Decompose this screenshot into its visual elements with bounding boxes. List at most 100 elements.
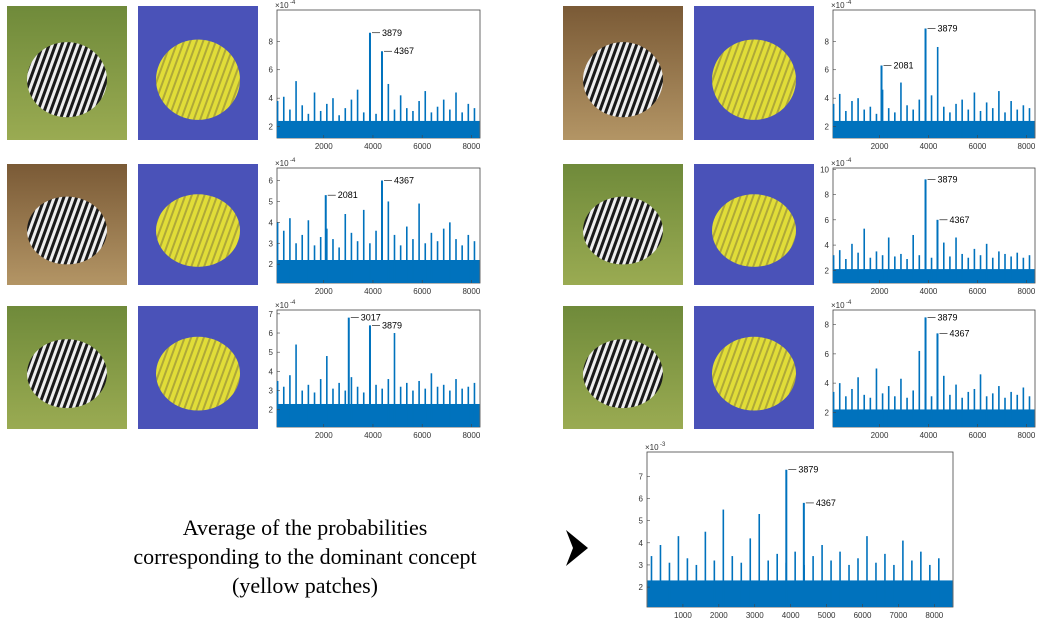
x-tick-label: 6000 [969,142,987,151]
annotation-label: 4367 [394,46,414,56]
y-exponent: ×10 [275,1,289,10]
x-tick-label: 8000 [1018,142,1036,151]
y-tick-label: 2 [269,260,274,269]
zebra [583,196,663,265]
y-exponent: ×10 [275,301,289,310]
noise-floor [277,260,480,283]
y-tick-label: 5 [639,517,644,526]
annotation-label: 2081 [338,190,358,200]
y-exponent-power: -3 [660,442,666,448]
y-tick-label: 4 [825,241,830,250]
y-tick-label: 4 [269,367,274,376]
annotation-label: 4367 [949,215,969,225]
y-tick-label: 6 [639,495,644,504]
y-tick-label: 7 [269,310,274,319]
heatmap-patch [156,39,240,120]
x-tick-label: 5000 [818,611,836,620]
x-tick-label: 4000 [364,142,382,151]
x-tick-label: 8000 [462,431,480,440]
x-tick-label: 7000 [890,611,908,620]
annotation-label: 4367 [949,328,969,338]
y-tick-label: 2 [269,406,274,415]
x-tick-label: 6000 [413,287,431,296]
x-tick-label: 6000 [413,431,431,440]
plot-area [832,9,1036,139]
noise-floor [277,120,480,138]
y-tick-label: 4 [639,539,644,548]
annotation-label: 3879 [798,465,818,475]
annotation-label: 3879 [938,23,958,33]
y-tick-label: 2 [825,123,830,132]
y-exponent: ×10 [831,1,845,10]
heatmap-patch [712,39,796,120]
x-tick-label: 2000 [871,287,889,296]
y-exponent: ×10 [831,301,845,310]
noise-floor [277,403,480,427]
y-tick-label: 6 [269,66,274,75]
noise-floor [833,269,1035,283]
x-tick-label: 8000 [462,287,480,296]
zebra [27,42,107,118]
y-tick-label: 8 [825,37,830,46]
y-tick-label: 3 [269,239,274,248]
y-tick-label: 8 [825,191,830,200]
zebra [27,339,107,409]
y-tick-label: 2 [825,266,830,275]
x-tick-label: 1000 [674,611,692,620]
annotation-label: 3879 [382,320,402,330]
y-exponent-power: -4 [846,158,852,164]
plot-area [832,309,1036,428]
heatmap-patch [712,194,796,267]
y-tick-label: 3 [639,561,644,570]
arrow [566,530,588,566]
annotation-label: 3879 [382,28,402,38]
y-tick-label: 2 [269,123,274,132]
y-tick-label: 10 [820,165,829,174]
y-tick-label: 4 [269,94,274,103]
plot-area [276,9,481,139]
y-tick-label: 7 [639,472,644,481]
y-tick-label: 6 [269,177,274,186]
x-tick-label: 3000 [746,611,764,620]
y-tick-label: 8 [825,321,830,330]
y-tick-label: 4 [825,379,830,388]
annotation-label: 3879 [938,312,958,322]
x-tick-label: 2000 [315,431,333,440]
x-tick-label: 6000 [854,611,872,620]
y-exponent-power: -4 [846,300,852,306]
x-tick-label: 4000 [920,142,938,151]
y-tick-label: 6 [825,216,830,225]
y-tick-label: 2 [639,583,644,592]
caption-line: Average of the probabilities [183,515,428,540]
x-tick-label: 8000 [925,611,943,620]
y-exponent-power: -4 [290,158,296,164]
y-exponent: ×10 [831,159,845,168]
y-tick-label: 4 [825,94,830,103]
x-tick-label: 6000 [413,142,431,151]
y-tick-label: 4 [269,218,274,227]
y-exponent: ×10 [645,443,659,452]
annotation-label: 4367 [394,176,414,186]
x-tick-label: 4000 [920,287,938,296]
y-tick-label: 6 [825,66,830,75]
x-tick-label: 4000 [782,611,800,620]
plot-area [832,167,1036,284]
annotation-label: 2081 [894,60,914,70]
y-exponent: ×10 [275,159,289,168]
x-tick-label: 8000 [1018,287,1036,296]
noise-floor [647,580,953,607]
x-tick-label: 4000 [364,287,382,296]
heatmap-patch [156,194,240,267]
x-tick-label: 8000 [1018,431,1036,440]
noise-floor [833,120,1035,138]
noise-floor [833,409,1035,427]
annotation-label: 3017 [361,313,381,323]
y-exponent-power: -4 [290,0,296,6]
y-tick-label: 6 [825,350,830,359]
y-tick-label: 3 [269,387,274,396]
heatmap-patch [712,336,796,411]
zebra [583,42,663,118]
x-tick-label: 6000 [969,287,987,296]
x-tick-label: 6000 [969,431,987,440]
